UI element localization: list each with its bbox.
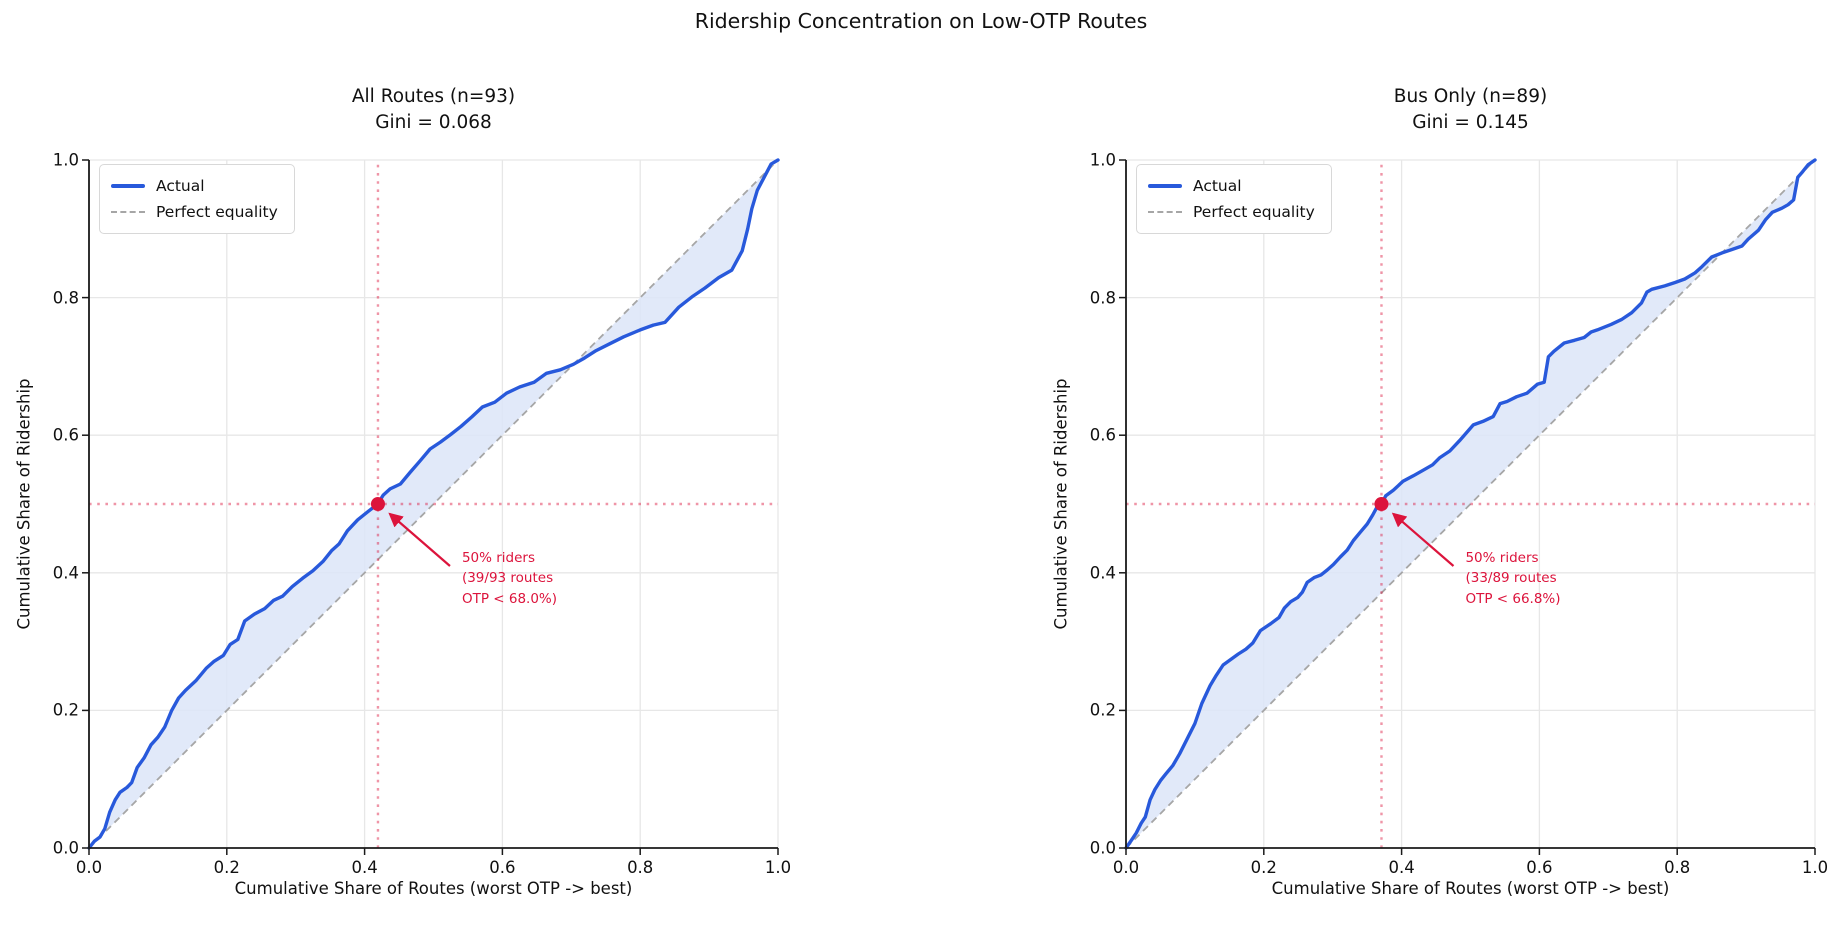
- legend-equality-label: Perfect equality: [1193, 203, 1315, 221]
- legend-equality-line-swatch: [111, 211, 145, 213]
- annotation-arrow: [388, 512, 451, 567]
- annotation-arrow: [1391, 512, 1455, 567]
- y-axis-label: Cumulative Share of Ridership: [14, 378, 34, 630]
- x-axis-label: Cumulative Share of Routes (worst OTP ->…: [1271, 879, 1670, 898]
- y-tick-label: 0.4: [1089, 563, 1116, 583]
- actual-curve: [1124, 158, 1817, 850]
- y-tick-label: 0.2: [1089, 700, 1116, 720]
- legend-equality-label: Perfect equality: [156, 203, 278, 221]
- legend-actual-line-swatch: [111, 184, 145, 188]
- subplot-title-line: All Routes (n=93): [351, 86, 516, 107]
- legend-entry-actual: Actual: [1148, 173, 1315, 199]
- y-axis-label: Cumulative Share of Ridership: [1051, 378, 1071, 630]
- subplot-title-bus-only: Bus Only (n=89) Gini = 0.145: [1126, 84, 1815, 135]
- legend-actual-label: Actual: [156, 177, 205, 195]
- y-tick-label: 1.0: [1089, 150, 1116, 170]
- y-tick-label: 0.4: [52, 563, 79, 583]
- x-tick-label: 0.6: [1526, 858, 1553, 877]
- legend-equality-line-swatch: [1148, 211, 1182, 213]
- legend: Actual Perfect equality: [1136, 164, 1332, 234]
- y-tick-label: 0.8: [1089, 288, 1116, 308]
- y-tick-label: 0.0: [1089, 838, 1116, 858]
- y-tick-label: 0.2: [52, 700, 79, 720]
- subplot-title-line: Bus Only (n=89): [1393, 86, 1548, 107]
- subplot-title-all-routes: All Routes (n=93) Gini = 0.068: [89, 84, 778, 135]
- x-tick-label: 0.4: [351, 858, 378, 877]
- x-tick-label: 1.0: [764, 858, 792, 877]
- subplot-gini-line: Gini = 0.145: [1412, 111, 1529, 133]
- legend-entry-equality: Perfect equality: [1148, 199, 1315, 225]
- y-tick-label: 1.0: [52, 150, 79, 170]
- subplot-gini-line: Gini = 0.068: [375, 111, 492, 133]
- x-tick-label: 0.4: [1388, 858, 1415, 877]
- perfect-equality-line: [1125, 159, 1816, 849]
- x-tick-label: 0.8: [627, 858, 654, 877]
- figure-title: Ridership Concentration on Low-OTP Route…: [694, 9, 1148, 33]
- x-tick-label: 1.0: [1801, 858, 1829, 877]
- legend-entry-actual: Actual: [111, 173, 278, 199]
- legend-entry-equality: Perfect equality: [111, 199, 278, 225]
- x-axis-label: Cumulative Share of Routes (worst OTP ->…: [234, 879, 633, 898]
- y-tick-label: 0.6: [52, 425, 79, 445]
- x-tick-label: 0.0: [75, 858, 103, 877]
- annotation-50pct-riders: 50% riders (33/89 routes OTP < 66.8%): [1465, 550, 1561, 607]
- x-tick-label: 0.8: [1664, 858, 1691, 877]
- legend: Actual Perfect equality: [99, 164, 295, 234]
- annotation-50pct-riders: 50% riders (39/93 routes OTP < 68.0%): [461, 550, 558, 607]
- legend-actual-line-swatch: [1148, 184, 1182, 188]
- x-tick-label: 0.0: [1112, 858, 1140, 877]
- y-tick-label: 0.0: [52, 838, 79, 858]
- x-tick-label: 0.6: [489, 858, 516, 877]
- fifty-percent-marker: [1374, 497, 1389, 511]
- y-tick-label: 0.6: [1089, 425, 1116, 445]
- x-tick-label: 0.2: [1250, 858, 1277, 877]
- fifty-percent-marker: [370, 497, 385, 511]
- x-tick-label: 0.2: [213, 858, 240, 877]
- y-tick-label: 0.8: [52, 288, 79, 308]
- legend-actual-label: Actual: [1193, 177, 1242, 195]
- perfect-equality-line: [88, 159, 779, 849]
